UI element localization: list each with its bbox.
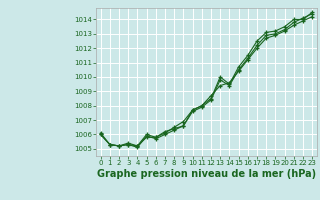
X-axis label: Graphe pression niveau de la mer (hPa): Graphe pression niveau de la mer (hPa): [97, 169, 316, 179]
